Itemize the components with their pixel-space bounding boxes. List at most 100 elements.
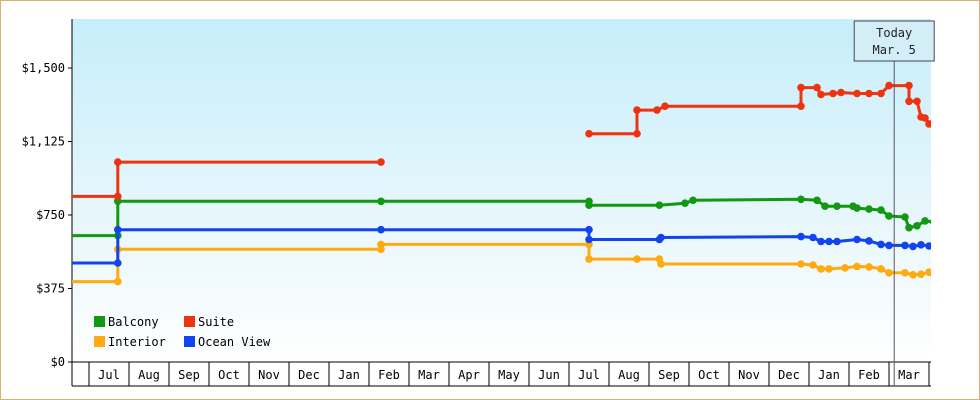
today-label: Today: [876, 26, 912, 40]
series-point-suite: [653, 106, 661, 114]
series-point-interior: [657, 260, 665, 268]
series-point-ocean-view: [114, 225, 122, 234]
legend-swatch-balcony: [94, 316, 105, 327]
series-point-interior: [825, 265, 833, 273]
series-point-ocean-view: [909, 242, 917, 251]
series-point-suite: [114, 192, 122, 201]
series-point-balcony: [905, 223, 913, 232]
legend: Balcony Suite Interior Ocean View: [94, 315, 271, 349]
series-point-ocean-view: [917, 241, 925, 249]
month-label: Feb: [858, 368, 880, 382]
series-line-suite-b: [589, 84, 931, 136]
series-point-suite: [377, 158, 385, 166]
series-point-suite: [797, 102, 805, 110]
month-label: Jun: [538, 368, 560, 382]
y-tick-label: $1,500: [22, 61, 65, 75]
month-label: Dec: [778, 368, 800, 382]
series-point-ocean-view: [833, 237, 841, 246]
series-point-balcony: [797, 195, 805, 204]
series-point-balcony: [689, 196, 697, 205]
month-label: Apr: [458, 368, 480, 382]
series-point-ocean-view: [377, 225, 385, 234]
legend-swatch-ocean-view: [184, 336, 195, 347]
month-label: Dec: [298, 368, 320, 382]
series-point-ocean-view: [885, 241, 893, 250]
series-point-interior: [917, 270, 925, 279]
month-label: Mar: [898, 368, 920, 382]
series-point-interior: [930, 272, 931, 278]
series-point-interior: [377, 240, 385, 249]
month-label: Nov: [258, 368, 280, 382]
legend-label-interior: Interior: [108, 335, 166, 349]
month-label: Oct: [698, 368, 720, 382]
series-point-balcony: [877, 206, 885, 214]
series-point-ocean-view: [657, 233, 665, 242]
series-point-interior: [797, 260, 805, 268]
month-label: Aug: [138, 368, 160, 382]
series-point-interior: [909, 271, 917, 279]
month-label: Sep: [178, 368, 200, 382]
series-point-suite: [837, 88, 845, 97]
series-point-balcony: [921, 217, 929, 225]
series-point-ocean-view: [114, 259, 122, 267]
series-point-balcony: [930, 219, 931, 225]
month-label: Feb: [378, 368, 400, 382]
month-label: Mar: [418, 368, 440, 382]
series-point-suite: [114, 158, 122, 166]
month-label: Jan: [818, 368, 840, 382]
month-label: Jul: [98, 368, 120, 382]
series-point-interior: [877, 265, 885, 273]
series-point-balcony: [585, 201, 593, 209]
series-point-suite: [853, 89, 861, 98]
today-date: Mar. 5: [873, 43, 916, 57]
series-point-balcony: [377, 197, 385, 206]
series-point-interior: [809, 261, 817, 269]
series-point-interior: [865, 263, 873, 271]
series-point-suite: [817, 90, 825, 99]
series-line-ocean-view: [72, 228, 931, 265]
series-point-ocean-view: [809, 233, 817, 242]
series-point-ocean-view: [865, 237, 873, 245]
series-point-suite: [865, 89, 873, 98]
series-point-balcony: [655, 201, 664, 209]
series-point-interior: [817, 265, 825, 273]
series-point-suite: [885, 81, 893, 90]
series-point-ocean-view: [930, 242, 931, 248]
series-point-suite: [633, 106, 641, 114]
series-point-ocean-view: [825, 237, 833, 246]
y-axis: $0 $375 $750 $1,125 $1,500: [22, 19, 73, 369]
series-point-ocean-view: [48, 259, 56, 267]
series-point-suite: [930, 121, 931, 127]
series-point-ocean-view: [585, 235, 593, 244]
series-group: [48, 81, 931, 286]
today-box: [853, 20, 935, 62]
y-tick-label: $375: [36, 282, 65, 296]
series-point-suite: [921, 114, 929, 122]
series-line-suite: [72, 160, 381, 198]
series-point-interior: [633, 255, 641, 263]
series-point-balcony: [885, 212, 893, 220]
y-tick-label: $0: [51, 355, 65, 369]
y-tick-label: $750: [36, 208, 65, 222]
series-point-suite: [925, 120, 931, 128]
series-point-ocean-view: [585, 225, 593, 234]
x-axis: Jul Aug Sep Oct Nov Dec Jan Feb Mar Apr May Jun Jul A…: [71, 361, 931, 387]
series-point-ocean-view: [853, 235, 861, 244]
month-label: Jan: [338, 368, 360, 382]
month-label: Sep: [658, 368, 680, 382]
series-point-ocean-view: [817, 237, 825, 246]
series-point-balcony: [853, 204, 861, 212]
series-point-suite: [797, 83, 805, 92]
month-label: May: [498, 368, 520, 382]
legend-swatch-interior: [94, 336, 105, 347]
series-point-interior: [841, 264, 849, 272]
month-label: Aug: [618, 368, 640, 382]
series-point-balcony: [48, 232, 56, 240]
series-point-ocean-view: [925, 242, 931, 250]
legend-label-ocean-view: Ocean View: [198, 335, 271, 349]
series-point-interior: [853, 262, 861, 271]
series-point-suite: [877, 89, 885, 98]
legend-swatch-suite: [184, 316, 195, 327]
month-label: Nov: [738, 368, 760, 382]
